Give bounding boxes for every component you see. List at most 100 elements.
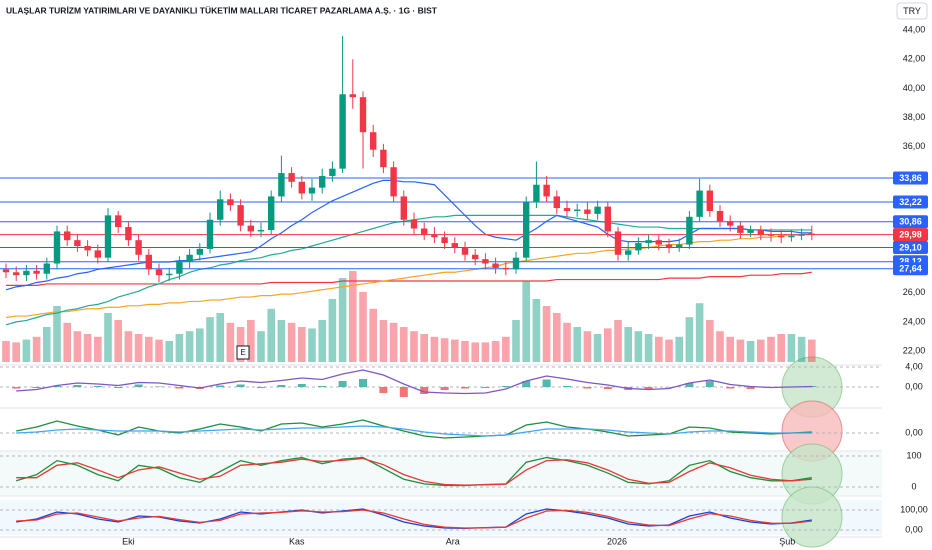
candle-body: [727, 221, 734, 226]
candle-body: [655, 240, 662, 245]
pane-band: [0, 452, 882, 495]
event-marker[interactable]: E: [240, 348, 245, 357]
candle-body: [461, 247, 469, 255]
volume-bar: [287, 322, 296, 362]
volume-bar: [512, 320, 520, 362]
volume-bar: [634, 331, 643, 362]
level-label: 28,12: [899, 257, 922, 267]
histogram-bar: [114, 387, 123, 388]
candle-body: [319, 175, 326, 188]
plot: 44,00 42,00 40,00 38,00 36,00 26,00 24,00 22,00…: [0, 24, 928, 546]
candle-body: [145, 254, 152, 270]
volume-bar: [359, 292, 367, 362]
y-tick-label: 0,00: [905, 381, 923, 391]
histogram-bar: [481, 387, 490, 388]
histogram-bar: [440, 387, 449, 390]
candle-body: [431, 234, 438, 238]
volume-bar: [430, 336, 439, 362]
y-tick-label: 38,00: [903, 112, 926, 122]
candle-body: [543, 184, 550, 197]
volume-bar: [522, 280, 530, 362]
volume-bar: [593, 334, 602, 362]
indicator-line: [16, 425, 812, 437]
candle-body: [523, 202, 530, 258]
candle-body: [390, 167, 397, 197]
volume-bar: [226, 322, 235, 362]
candle-body: [308, 187, 316, 194]
candle-body: [737, 225, 744, 233]
volume-bar: [379, 320, 388, 362]
level-label-box: [893, 240, 928, 254]
candle-body: [64, 231, 71, 241]
candle-body: [492, 263, 499, 268]
y-tick-label: 0: [911, 481, 916, 491]
level-label-box: [893, 262, 928, 276]
volume-bar: [114, 320, 122, 362]
volume-bar: [328, 299, 337, 362]
volume-bar: [563, 322, 571, 362]
volume-bar: [155, 339, 163, 362]
histogram-bar: [216, 385, 225, 387]
candle-body: [676, 244, 683, 248]
candle-body: [288, 173, 295, 182]
volume-bar: [451, 339, 459, 362]
candle-body: [410, 219, 418, 229]
histogram-bar: [685, 383, 694, 387]
volume-bar: [685, 317, 694, 362]
indicator-line: [16, 419, 812, 439]
candle-body: [635, 243, 642, 251]
candle-body: [23, 270, 30, 276]
histogram-bar: [277, 385, 286, 387]
histogram-bar: [155, 386, 163, 387]
candle-body: [482, 259, 489, 264]
indicator-line: [16, 456, 812, 487]
histogram-bar: [542, 379, 551, 387]
volume-bar: [706, 320, 714, 362]
x-tick-label: Ara: [446, 536, 460, 546]
candle-body: [533, 184, 540, 203]
histogram-bar: [501, 386, 510, 387]
candle-body: [166, 273, 173, 276]
candle-body: [594, 206, 601, 214]
currency-box[interactable]: [896, 2, 928, 20]
volume-bar: [277, 320, 286, 362]
level-label: 29,10: [899, 242, 922, 252]
volume-bar: [532, 299, 541, 362]
volume-bar: [308, 328, 316, 362]
volume-bar: [573, 327, 581, 362]
event-box[interactable]: [236, 345, 250, 360]
histogram-bar: [603, 387, 612, 389]
candle-body: [74, 240, 81, 247]
histogram-bar: [379, 387, 388, 393]
candle-body: [563, 208, 571, 211]
histogram-bar: [297, 384, 306, 387]
candle-body: [339, 94, 346, 169]
candle-body: [716, 210, 724, 222]
volume-bar: [83, 334, 92, 362]
volume-bar: [389, 322, 398, 362]
candle-body: [747, 229, 754, 233]
volume-bar: [298, 327, 306, 362]
y-tick-label: 36,00: [903, 141, 926, 151]
histogram-bar: [12, 387, 21, 389]
y-tick-label: 100: [906, 450, 921, 460]
x-tick-label: Kas: [289, 536, 305, 546]
volume-bar: [797, 336, 806, 362]
volume-bar: [644, 334, 653, 362]
volume-bar: [461, 341, 469, 362]
x-tick-label: Şub: [779, 536, 795, 546]
histogram-bar: [563, 386, 571, 387]
level-label: 27,64: [899, 264, 922, 274]
level-label: 30,86: [899, 217, 922, 227]
y-tick-label: 44,00: [903, 24, 926, 34]
histogram-bar: [644, 387, 653, 390]
volume-bar: [216, 313, 224, 362]
currency[interactable]: TRY: [903, 6, 921, 16]
volume-bar: [695, 303, 704, 362]
volume-bar: [583, 331, 592, 362]
histogram-bar: [318, 386, 327, 387]
candle-body: [227, 199, 234, 206]
volume-bar: [502, 336, 510, 362]
